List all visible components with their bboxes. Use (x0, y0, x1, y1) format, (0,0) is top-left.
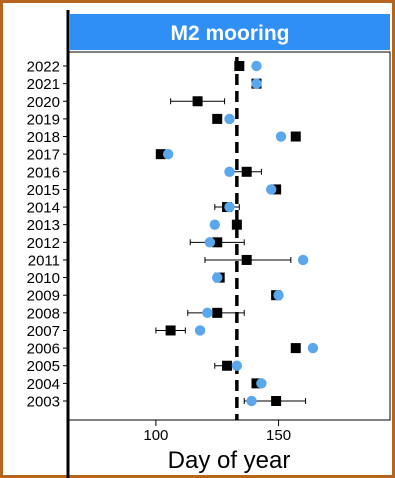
x-tick-label: 150 (266, 427, 291, 444)
circle-marker (231, 360, 243, 371)
circle-marker (273, 290, 284, 301)
y-tick-label: 2006 (27, 341, 60, 358)
y-tick-label: 2007 (27, 323, 60, 340)
x-tick-label: 100 (143, 427, 168, 444)
y-tick-label: 2011 (28, 252, 60, 269)
circle-marker (204, 237, 216, 248)
y-tick-label: 2021 (27, 76, 60, 93)
y-tick-label: 2008 (27, 305, 60, 322)
square-marker (290, 343, 301, 354)
x-tick-group: 100 150 (143, 420, 291, 444)
y-tick-label: 2013 (27, 217, 60, 234)
square-marker (212, 237, 223, 248)
circle-marker (162, 148, 174, 160)
x-axis-label: Day of year (168, 447, 291, 474)
circle-marker (251, 60, 262, 72)
y-tick-label: 2012 (27, 235, 60, 252)
y-tick-label: 2010 (27, 270, 60, 287)
square-marker (165, 325, 176, 336)
circle-marker (212, 272, 223, 283)
y-tick-label: 2014 (27, 200, 60, 217)
y-tick-label: 2018 (27, 129, 60, 146)
square-marker (271, 396, 282, 406)
circle-marker (224, 166, 235, 177)
circle-marker (297, 254, 309, 266)
y-tick-label: 2009 (27, 288, 60, 305)
square-marker (192, 96, 203, 107)
circle-marker (194, 325, 206, 336)
square-marker (155, 149, 166, 160)
y-tick-label: 2016 (27, 164, 60, 181)
circle-marker (246, 395, 257, 407)
y-tick-label: 2015 (27, 182, 60, 199)
chart-title: M2 mooring (171, 22, 290, 45)
square-marker (222, 360, 233, 371)
y-tick-label: 2017 (27, 147, 60, 164)
square-marker (231, 219, 242, 230)
square-marker (241, 166, 252, 177)
circle-marker (224, 113, 235, 125)
circle-marker (209, 219, 220, 230)
y-tick-label: 2020 (27, 94, 60, 111)
circle-marker (266, 184, 277, 195)
square-marker (234, 61, 245, 71)
y-tick-label: 2005 (27, 358, 60, 375)
circle-marker (224, 201, 235, 213)
marker-group (155, 60, 319, 407)
y-tick-label: 2003 (27, 394, 60, 411)
title-bar (70, 14, 390, 50)
square-marker (212, 113, 223, 124)
plot-area (67, 51, 391, 421)
y-tick-label: 2004 (27, 376, 60, 393)
circle-marker (307, 342, 319, 354)
square-marker (290, 131, 301, 142)
y-tick-label: 2019 (27, 111, 60, 128)
y-tick-label: 2022 (27, 59, 60, 76)
circle-marker (256, 378, 267, 389)
square-marker (212, 307, 223, 318)
circle-marker (251, 78, 262, 89)
circle-marker (202, 307, 213, 319)
y-tick-group: 2003200420052006200720082009201020112012… (27, 59, 68, 411)
circle-marker (275, 131, 287, 142)
square-marker (241, 254, 252, 265)
